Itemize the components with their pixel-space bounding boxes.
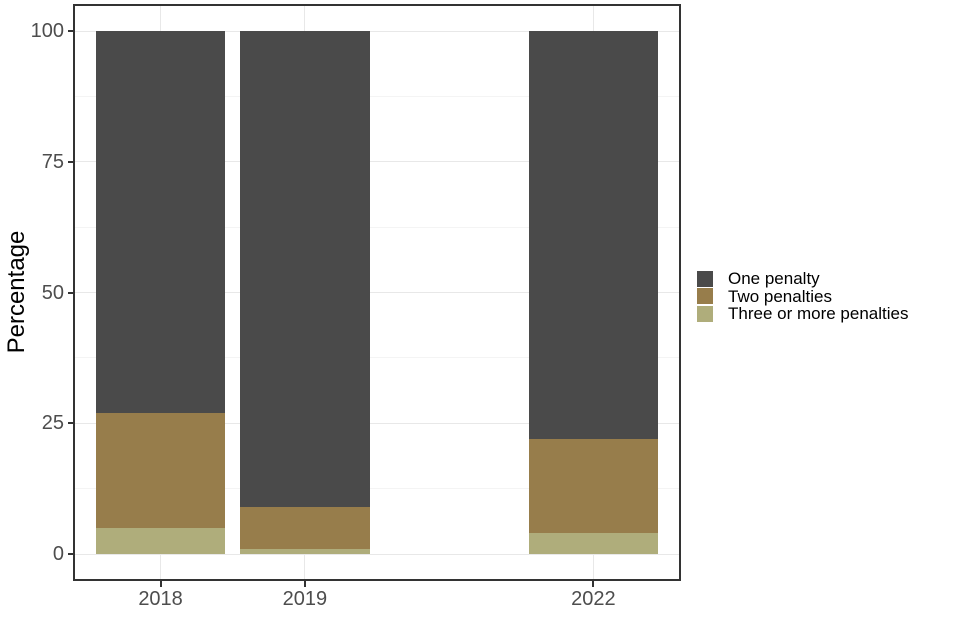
- bar-segment-2022-one-penalty: [528, 31, 659, 439]
- legend: One penalty Two penalties Three or more pe…: [697, 270, 908, 323]
- gridline-major-y: [75, 422, 679, 424]
- x-tick-label: 2022: [571, 588, 616, 610]
- bar-segment-2019-one-penalty: [239, 31, 370, 507]
- legend-item: Three or more penalties: [697, 305, 908, 323]
- x-tick-label: 2019: [282, 588, 328, 610]
- gridline-major-y: [75, 553, 679, 555]
- legend-item: Two penalties: [697, 288, 908, 306]
- y-tick-label: 0: [52, 543, 64, 565]
- gridline-minor-y: [75, 95, 679, 97]
- y-tick-mark: [68, 160, 74, 163]
- bar-segment-2018-two-penalties: [95, 412, 226, 528]
- y-tick-mark: [68, 30, 74, 32]
- panel-border: [73, 4, 681, 581]
- bar-segment-2018-one-penalty: [95, 31, 226, 413]
- bar-segment-2019-two-penalties: [239, 506, 370, 549]
- bar-segment-2022-two-penalties: [528, 438, 659, 534]
- x-tick-label: 2018: [138, 588, 183, 610]
- legend-key-swatch-icon: [697, 305, 713, 322]
- legend-label: One penalty: [728, 269, 820, 289]
- x-tick-mark: [159, 581, 162, 587]
- bar-segment-2019-three-or-more-penalties: [239, 548, 370, 554]
- y-tick-label: 100: [30, 20, 64, 42]
- bar-segment-2018-three-or-more-penalties: [95, 527, 226, 554]
- y-tick-label: 75: [41, 150, 64, 173]
- y-tick-label: 25: [41, 412, 64, 435]
- bar-segment-2022-three-or-more-penalties: [528, 533, 659, 554]
- y-axis-title: Percentage: [3, 230, 30, 354]
- legend-label: Two penalties: [728, 286, 832, 306]
- gridline-minor-y: [75, 488, 679, 490]
- x-tick-mark: [592, 581, 595, 587]
- legend-key-swatch-icon: [697, 270, 713, 287]
- gridline-minor-y: [75, 357, 679, 359]
- y-tick-mark: [68, 422, 74, 425]
- legend-label: Three or more penalties: [728, 304, 909, 324]
- gridline-major-y: [75, 30, 679, 32]
- x-tick-mark: [303, 581, 306, 587]
- y-tick-mark: [68, 553, 74, 555]
- y-tick-label: 50: [41, 281, 64, 304]
- gridline-minor-y: [75, 226, 679, 228]
- gridline-major-y: [75, 161, 679, 163]
- legend-key-swatch-icon: [697, 288, 713, 305]
- legend-item: One penalty: [697, 270, 908, 288]
- gridline-major-y: [75, 292, 679, 293]
- y-tick-mark: [68, 291, 74, 294]
